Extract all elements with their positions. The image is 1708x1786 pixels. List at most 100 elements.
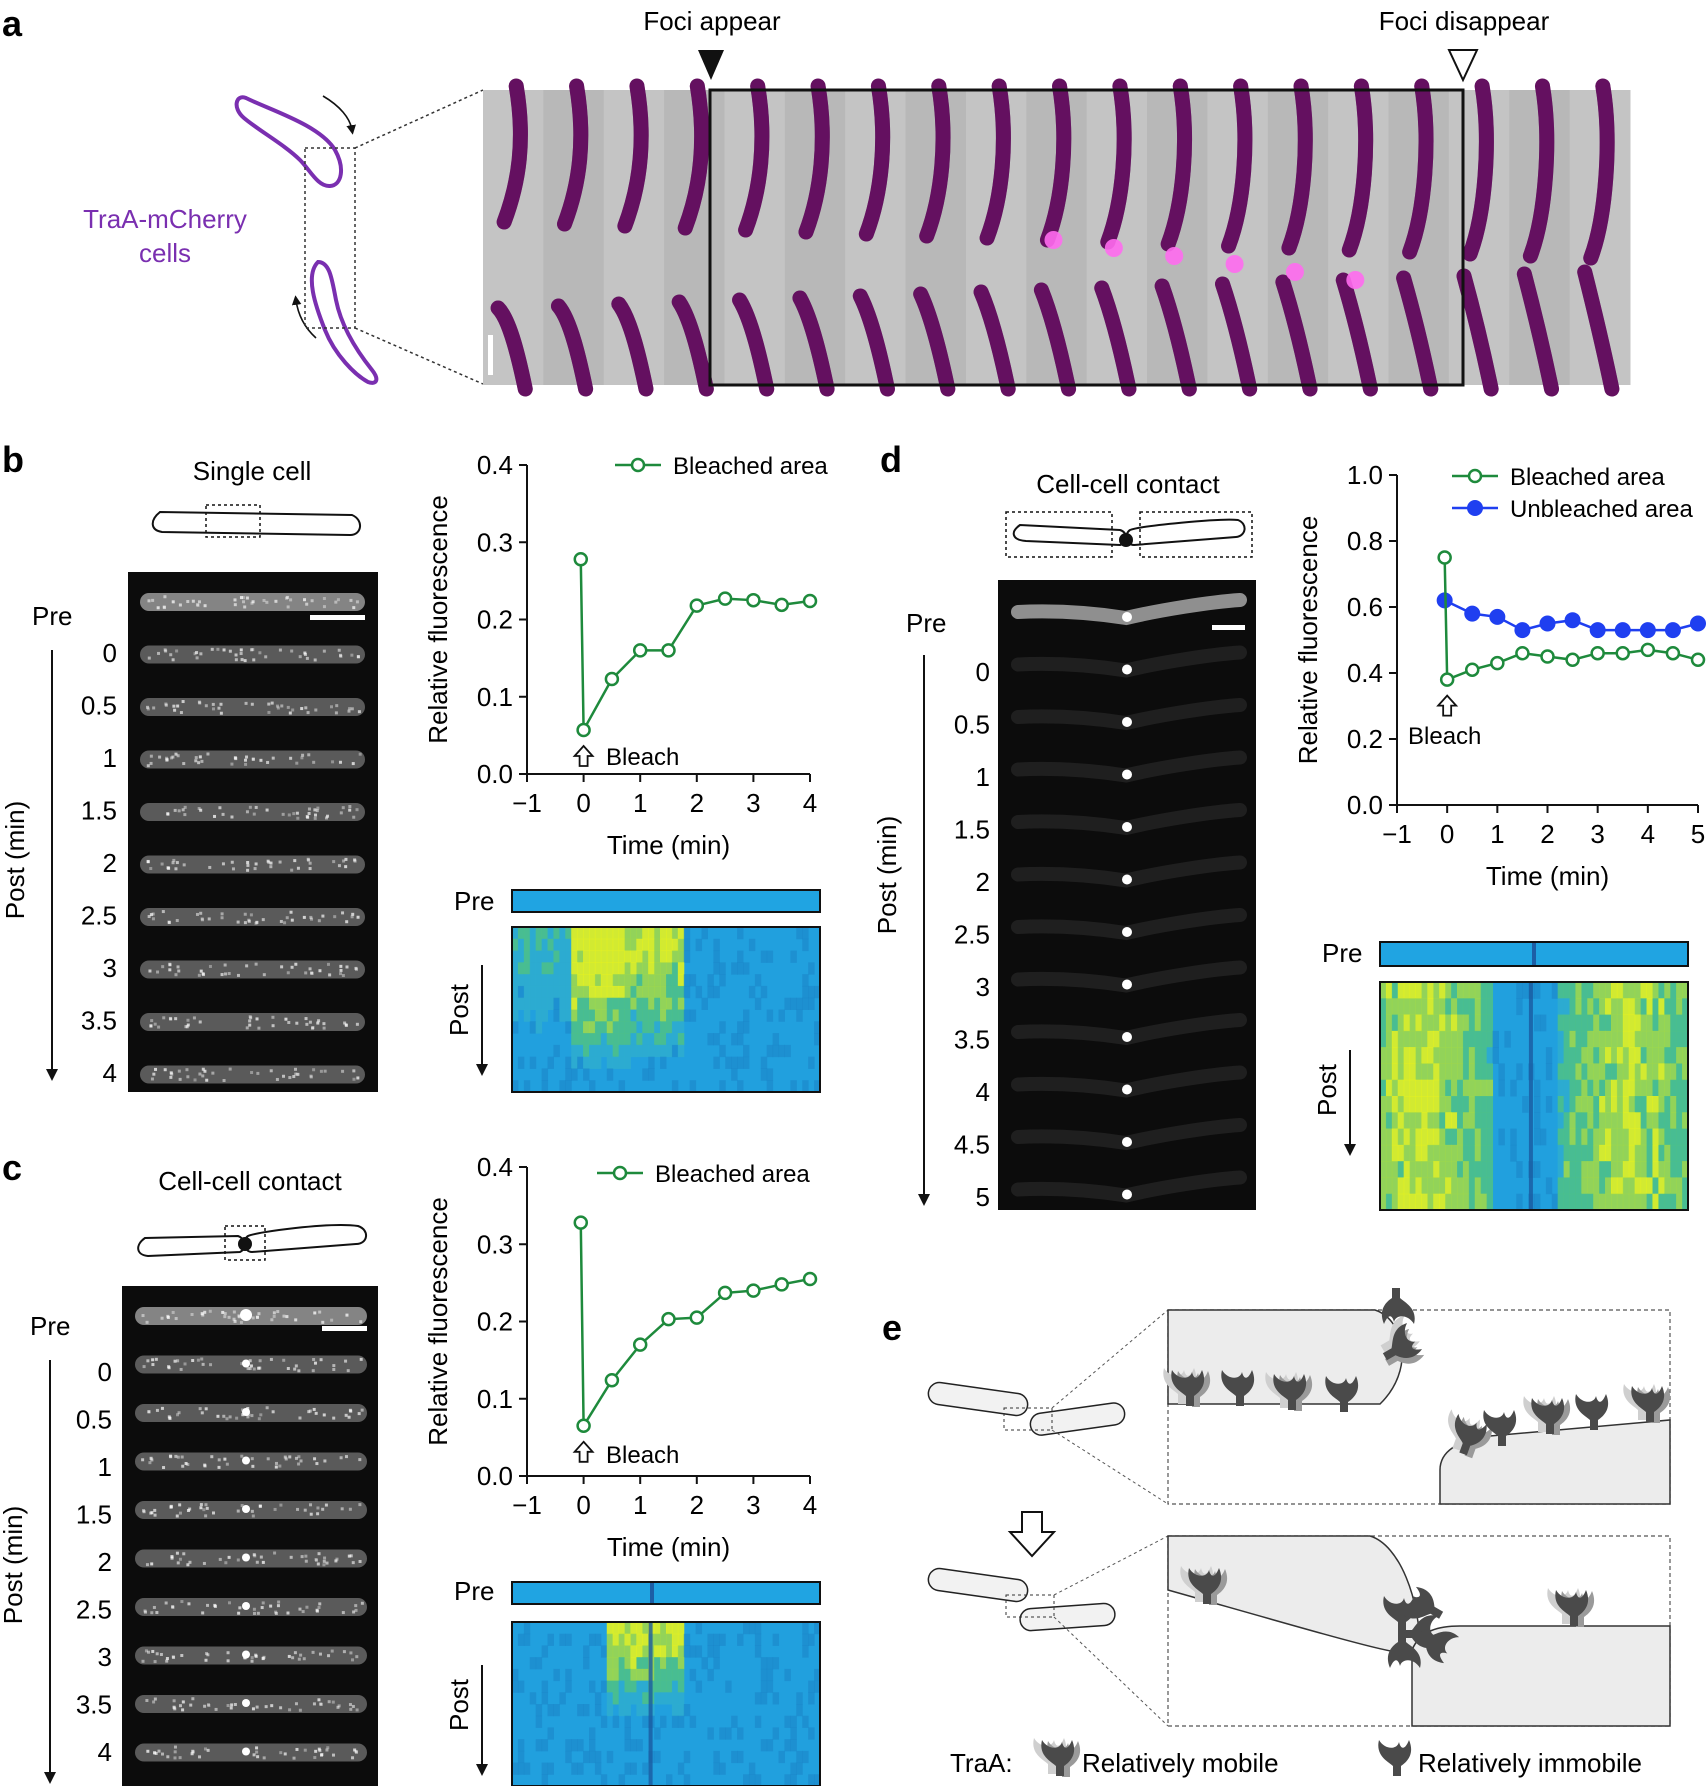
timepoint-label: 1.5	[76, 1500, 112, 1530]
cell-row	[1011, 908, 1247, 941]
series-line	[579, 559, 811, 735]
cell-row	[1011, 960, 1247, 993]
legend-immobile-icon	[1378, 1740, 1412, 1776]
schematic-cell-bottom	[309, 259, 379, 385]
strip-frame	[1207, 78, 1269, 397]
x-tick-label: 4	[1641, 819, 1655, 849]
timepoint-label: 3.5	[954, 1025, 990, 1055]
cell-row	[1011, 750, 1247, 783]
mini-cell-e1-right	[1029, 1402, 1126, 1436]
bleach-label: Bleach	[606, 744, 679, 771]
schematic-cell-d-left	[1012, 523, 1127, 547]
timepoint-label: 5	[976, 1182, 990, 1212]
mini-cell-e1-left	[927, 1381, 1029, 1417]
legend-mobile-icon	[1033, 1738, 1081, 1777]
timepoint-label: 3.5	[81, 1006, 117, 1036]
schematic-cell-top	[234, 95, 343, 188]
cell-row	[135, 1307, 367, 1325]
schematic-title-d: Cell-cell contact	[1036, 469, 1220, 499]
cell-row	[1011, 593, 1247, 626]
data-point	[632, 1337, 648, 1352]
y-tick-label: 1.0	[1347, 460, 1383, 490]
cell-row	[1011, 698, 1247, 731]
timepoint-label: 2.5	[954, 920, 990, 950]
kymo-pre-bar-d-mark	[1532, 943, 1536, 965]
x-tick-label: 1	[633, 788, 647, 818]
x-tick-label: −1	[512, 1490, 542, 1520]
data-point	[1614, 622, 1631, 639]
post-axis-label-c: Post (min)	[0, 1506, 28, 1624]
kymo-pre-label-c: Pre	[454, 1576, 494, 1606]
data-point	[1565, 652, 1580, 668]
data-point	[661, 643, 676, 658]
data-point	[774, 1277, 789, 1292]
strip-frame	[1569, 78, 1631, 397]
kymo-pre-bar-b	[511, 889, 821, 913]
strip-frame	[905, 78, 967, 397]
data-point	[1590, 645, 1605, 661]
data-point	[1615, 645, 1630, 661]
mini-cell-e2-right	[1019, 1602, 1116, 1632]
pre-label-c: Pre	[30, 1311, 70, 1341]
bleach-label: Bleach	[606, 1442, 679, 1469]
cell-row	[1011, 1170, 1247, 1203]
timepoint-label: 0	[103, 638, 117, 668]
data-point	[1639, 622, 1656, 639]
cell-row	[140, 960, 365, 979]
unbleached-box-d-right	[1139, 511, 1253, 558]
strip-frame	[1026, 78, 1088, 397]
scale-bar-a	[488, 335, 493, 375]
traa-mobile	[1623, 1384, 1671, 1423]
series-line	[579, 1222, 811, 1431]
y-tick-label: 0.6	[1347, 592, 1383, 622]
data-point	[1489, 608, 1506, 625]
cell-row	[135, 1549, 367, 1568]
legend-marker	[1467, 468, 1483, 484]
y-axis-label: Relative fluorescence	[1293, 516, 1323, 765]
bleach-region-box-b	[205, 504, 261, 538]
legend-prefix-e: TraA:	[950, 1748, 1013, 1778]
data-point	[1540, 649, 1555, 664]
zoom-box-e2	[1005, 1594, 1055, 1618]
cell-row	[140, 855, 365, 874]
data-point	[573, 1215, 589, 1230]
data-point	[1514, 622, 1531, 639]
timepoint-label: 3	[103, 953, 117, 983]
timepoint-labels-b: 0 0.5 1 1.5 2 2.5 3 3.5 4	[81, 638, 117, 1088]
timepoint-labels-c: 0 0.5 1 1.5 2 2.5 3 3.5 4	[76, 1357, 112, 1767]
legend-marker	[612, 1165, 628, 1181]
cell-row	[140, 698, 365, 716]
timepoint-label: 0	[98, 1357, 112, 1387]
zoom-region-box	[304, 147, 356, 329]
chart-b: 0.0 0.1 0.2 0.3 0.4 −1 0 1 2 3 4 Time (min) Relative…	[423, 450, 828, 860]
data-point	[1665, 645, 1681, 661]
cell-row	[1011, 645, 1247, 678]
kymo-pre-label-d: Pre	[1322, 938, 1362, 968]
timepoint-label: 1.5	[81, 796, 117, 826]
cell-row	[140, 593, 365, 611]
cell-row	[140, 645, 365, 664]
cell-row	[1011, 1013, 1247, 1046]
zoom-cell-e2-right	[1411, 1625, 1671, 1727]
kymograph-c	[511, 1621, 821, 1786]
y-tick-label: 0.1	[477, 1384, 513, 1414]
cell-row	[135, 1452, 367, 1471]
strip-frame	[664, 78, 725, 397]
legend-immobile-label: Relatively immobile	[1418, 1748, 1642, 1778]
y-tick-label: 0.2	[477, 605, 513, 635]
strip-frame	[483, 78, 544, 397]
legend-marker	[1467, 500, 1483, 516]
kymo-post-label-d: Post	[1312, 1063, 1342, 1116]
x-tick-label: 3	[1590, 819, 1604, 849]
data-point	[604, 1372, 620, 1388]
traa-proteins-e2	[1180, 1566, 1595, 1668]
strip-frame	[724, 78, 786, 397]
y-axis-label: Relative fluorescence	[423, 1197, 453, 1446]
y-tick-label: 0.4	[1347, 658, 1383, 688]
data-point	[604, 671, 620, 687]
transition-arrow-e	[1007, 1511, 1057, 1558]
traa-mobile	[1448, 1409, 1492, 1459]
cells-label-line2: cells	[139, 238, 191, 268]
foci-disappear-label: Foci disappear	[1379, 6, 1550, 36]
cell-row	[140, 908, 365, 926]
